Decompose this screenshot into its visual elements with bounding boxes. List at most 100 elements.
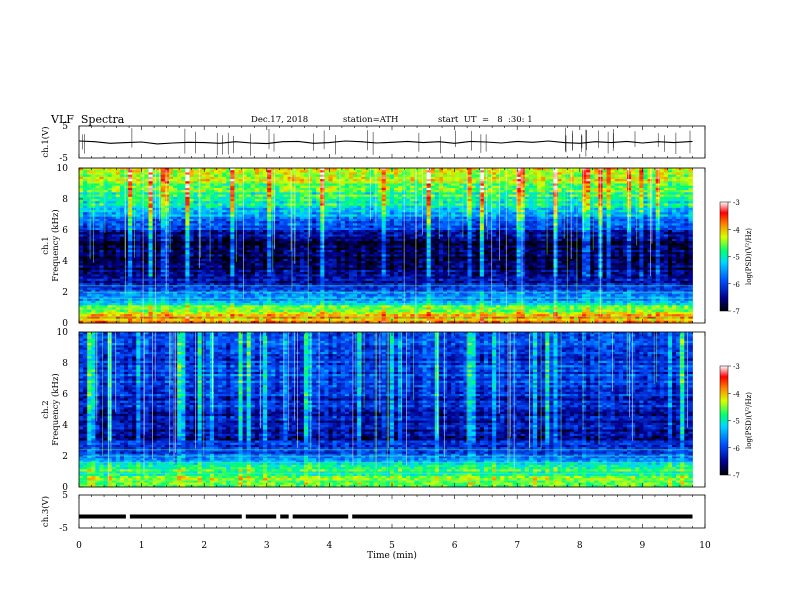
spectrogram-cell [532,201,538,204]
spectrogram-cell [79,179,84,182]
spectrogram-cell [156,199,162,202]
spectrogram-cell [459,210,464,213]
spectrogram-cell [467,227,473,231]
spectrogram-cell [173,238,178,242]
spectrogram-cell [582,227,587,231]
spectrogram-cell [177,185,182,189]
spectrogram-cell [398,190,403,193]
spectrogram-cell [230,214,235,218]
spectrogram-cell [639,210,644,213]
spectrogram-cell [111,221,117,224]
spectrogram-cell [631,203,636,207]
spectrogram-cell [95,223,100,226]
spectrogram-cell [119,238,125,242]
spectrogram-cell [651,223,657,226]
spectrogram-cell [246,181,252,184]
spectrogram-cell [475,207,481,211]
spectrogram-cell [639,232,644,235]
spectrogram-cell [467,194,473,198]
spectrogram-cell [688,230,693,233]
spectrogram-cell [185,183,190,187]
spectrogram-cell [492,201,497,204]
spectrogram-cell [532,207,538,211]
spectrogram-cell [565,168,571,171]
spectrogram-cell [434,218,440,222]
spectrogram-cell [586,205,591,209]
spectrogram-cell [361,236,366,240]
spectrogram-cell [193,201,199,204]
spectrogram-cell [663,192,669,195]
spectrogram-cell [369,210,374,213]
spectrogram-cell [189,236,194,240]
spectrogram-cell [291,214,297,218]
spectrogram-cell [168,234,174,238]
spectrogram-cell [577,236,583,240]
spectrogram-cell [577,185,583,189]
spectrogram-cell [659,203,665,207]
spectrogram-cell [496,190,501,193]
spectrogram-cell [557,176,562,180]
spectrogram-cell [185,203,190,207]
spectrogram-cell [230,212,235,215]
spectrogram-cell [590,205,595,209]
spectrogram-cell [680,223,685,226]
spectrogram-cell [508,168,513,171]
spectrogram-cell [651,216,657,220]
spectrogram-cell [197,176,203,180]
spectrogram-cell [631,223,636,226]
spectrogram-cell [332,232,338,235]
spectrogram-cell [606,176,612,180]
spectrogram-cell [688,194,693,198]
spectrogram-cell [87,234,92,238]
spectrogram-cell [532,179,538,182]
spectrogram-cell [303,214,309,218]
spectrogram-cell [123,201,129,204]
spectrogram-cell [479,194,485,198]
spectrogram-cell [254,227,260,231]
spectrogram-cell [250,218,256,222]
spectrogram-cell [553,194,558,198]
spectrogram-cell [508,179,513,182]
spectrogram-cell [438,223,444,226]
spectrogram-cell [287,181,293,184]
spectrogram-cell [487,214,493,218]
spectrogram-cell [618,218,624,222]
spectrogram-cell [222,190,227,193]
spectrogram-cell [312,176,317,180]
spectrogram-cell [344,170,350,173]
spectrogram-cell [418,174,423,178]
spectrogram-cell [528,179,534,182]
spectrogram-cell [271,236,276,240]
spectrogram-cell [582,170,587,173]
spectrogram-cell [299,234,305,238]
spectrogram-cell [320,236,325,240]
spectrogram-cell [283,212,288,215]
spectrogram-cell [177,179,182,182]
spectrogram-cell [189,183,194,187]
spectrogram-cell [348,192,354,195]
spectrogram-cell [324,185,329,189]
spectrogram-cell [434,214,440,218]
spectrogram-cell [467,225,473,229]
spectrogram-cell [250,241,256,244]
spectrogram-cell [418,176,423,180]
spectrogram-cell [365,236,370,240]
spectrogram-cell [369,216,374,220]
spectrogram-cell [553,201,558,204]
spectrogram-cell [361,201,366,204]
spectrogram-cell [299,199,305,202]
spectrogram-cell [659,227,665,231]
spectrogram-cell [213,168,219,171]
spectrogram-cell [537,192,542,195]
spectrogram-cell [680,183,685,187]
spectrogram-cell [447,238,452,242]
spectrogram-cell [418,179,423,182]
spectrogram-cell [647,234,652,238]
spectrogram-cell [238,207,243,211]
spectrogram-cell [410,199,415,202]
spectrogram-cell [246,207,252,211]
spectrogram-cell [197,227,203,231]
spectrogram-cell [393,238,399,242]
spectrogram-cell [140,230,145,233]
spectrogram-cell [308,216,313,220]
